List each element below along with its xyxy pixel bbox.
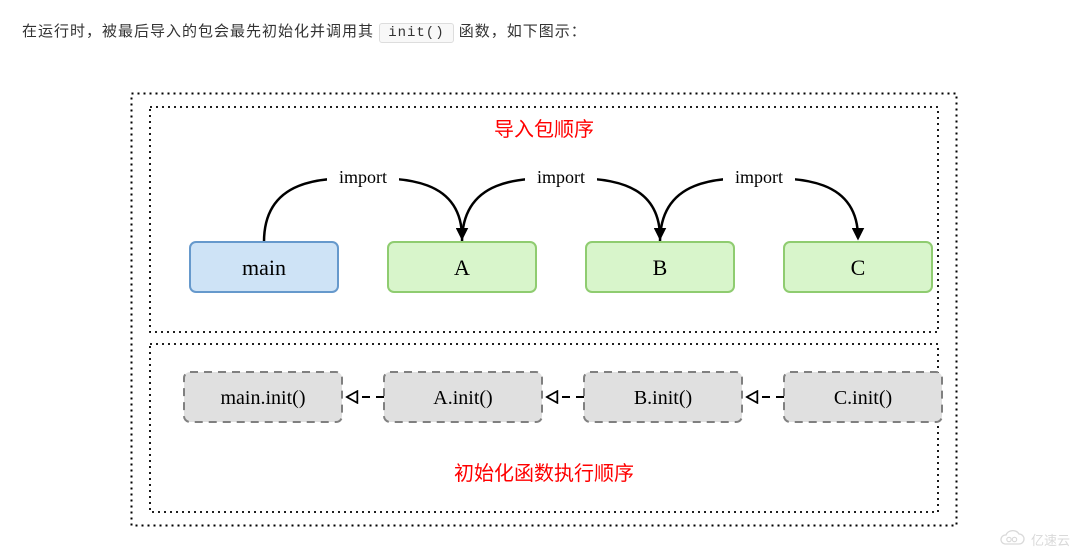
intro-suffix: 函数，如下图示： xyxy=(459,23,587,40)
svg-text:B: B xyxy=(653,255,668,280)
intro-prefix: 在运行时，被最后导入的包会最先初始化并调用其 xyxy=(22,23,374,40)
diagram-container: 导入包顺序 import import import main A B Cmain.init(… xyxy=(130,92,958,532)
diagram-svg: 导入包顺序 import import import main A B Cmain.init(… xyxy=(130,92,958,527)
code-pill-init: init() xyxy=(379,23,453,43)
svg-text:A: A xyxy=(454,255,470,280)
svg-text:初始化函数执行顺序: 初始化函数执行顺序 xyxy=(454,462,634,485)
svg-text:import: import xyxy=(537,167,585,187)
svg-text:A.init(): A.init() xyxy=(433,387,492,409)
svg-text:import: import xyxy=(735,167,783,187)
watermark-text: 亿速云 xyxy=(1031,530,1070,549)
intro-text: 在运行时，被最后导入的包会最先初始化并调用其 init() 函数，如下图示： xyxy=(22,20,587,43)
svg-text:main: main xyxy=(242,255,286,280)
svg-text:导入包顺序: 导入包顺序 xyxy=(494,118,594,141)
svg-text:C.init(): C.init() xyxy=(834,387,892,409)
svg-text:B.init(): B.init() xyxy=(634,387,692,409)
svg-text:C: C xyxy=(851,255,866,280)
watermark: 亿速云 xyxy=(999,530,1070,549)
svg-text:import: import xyxy=(339,167,387,187)
cloud-icon xyxy=(999,530,1025,549)
svg-text:main.init(): main.init() xyxy=(221,387,306,409)
